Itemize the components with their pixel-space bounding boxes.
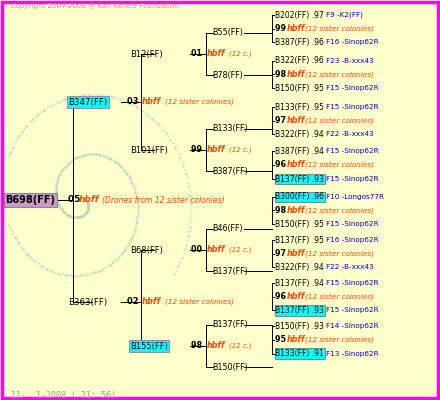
- Text: (12 c.): (12 c.): [229, 247, 252, 253]
- Text: B150(FF) .95: B150(FF) .95: [275, 84, 324, 92]
- Text: F15 -Sinop62R: F15 -Sinop62R: [326, 85, 379, 91]
- Text: 99: 99: [191, 146, 205, 154]
- Text: B137(FF) .94: B137(FF) .94: [275, 279, 324, 288]
- Text: hbff: hbff: [206, 146, 225, 154]
- Text: B698(FF): B698(FF): [5, 195, 55, 205]
- Text: F22 -B-xxx43: F22 -B-xxx43: [326, 131, 374, 137]
- Text: B137(FF) .93: B137(FF) .93: [275, 306, 324, 315]
- Text: B150(FF) .95: B150(FF) .95: [275, 220, 324, 228]
- Text: (12 c.): (12 c.): [229, 51, 252, 57]
- Text: hbff: hbff: [286, 160, 305, 169]
- Text: F10 -Longos77R: F10 -Longos77R: [326, 194, 384, 200]
- Text: B347(FF): B347(FF): [68, 98, 107, 106]
- Text: B78(FF): B78(FF): [213, 71, 243, 80]
- Text: B133(FF) .91: B133(FF) .91: [275, 349, 324, 358]
- Text: 98: 98: [275, 206, 290, 215]
- Text: 98: 98: [275, 70, 290, 79]
- Text: B46(FF): B46(FF): [213, 224, 243, 233]
- Text: (12 sister colonies): (12 sister colonies): [305, 26, 374, 32]
- Text: B322(FF) .94: B322(FF) .94: [275, 263, 324, 272]
- Text: (12 sister colonies): (12 sister colonies): [165, 99, 234, 105]
- Text: F15 -Sinop62R: F15 -Sinop62R: [326, 308, 379, 314]
- Text: B387(FF) .96: B387(FF) .96: [275, 38, 324, 47]
- Text: hbff: hbff: [286, 336, 305, 344]
- Text: (12 sister colonies): (12 sister colonies): [305, 337, 374, 343]
- Text: 97: 97: [275, 116, 289, 125]
- Text: hbff: hbff: [79, 196, 99, 204]
- Text: B68(FF): B68(FF): [130, 246, 163, 254]
- Text: hbff: hbff: [286, 24, 305, 33]
- Text: B363(FF): B363(FF): [68, 298, 107, 306]
- Text: (12 c.): (12 c.): [229, 343, 252, 349]
- Text: (12 sister colonies): (12 sister colonies): [305, 250, 374, 257]
- Text: hbff: hbff: [286, 249, 305, 258]
- Text: B150(FF) .93: B150(FF) .93: [275, 322, 324, 331]
- Text: (12 sister colonies): (12 sister colonies): [305, 294, 374, 300]
- Text: B137(FF): B137(FF): [213, 267, 248, 276]
- Text: hbff: hbff: [142, 298, 161, 306]
- Text: F22 -B-xxx43: F22 -B-xxx43: [326, 264, 374, 270]
- Text: B155(FF): B155(FF): [130, 342, 168, 350]
- Text: B137(FF) .93: B137(FF) .93: [275, 175, 324, 184]
- Text: B202(FF) .97: B202(FF) .97: [275, 11, 324, 20]
- Text: (12 c.): (12 c.): [229, 147, 252, 153]
- Text: (12 sister colonies): (12 sister colonies): [305, 207, 374, 214]
- Text: B300(FF) .96: B300(FF) .96: [275, 192, 324, 201]
- Text: F9 -K2(FF): F9 -K2(FF): [326, 12, 363, 18]
- Text: F13 -Sinop62R: F13 -Sinop62R: [326, 350, 379, 357]
- Text: (12 sister colonies): (12 sister colonies): [165, 299, 234, 305]
- Text: Copyright 2004-2008 @ Karl Kehele Foundation.: Copyright 2004-2008 @ Karl Kehele Founda…: [11, 2, 181, 9]
- Text: B387(FF) .94: B387(FF) .94: [275, 147, 324, 156]
- Text: B12(FF): B12(FF): [130, 50, 162, 58]
- Text: F15 -Sinop62R: F15 -Sinop62R: [326, 176, 379, 182]
- Text: B137(FF): B137(FF): [213, 320, 248, 329]
- Text: hbff: hbff: [286, 70, 305, 79]
- Text: 00: 00: [191, 246, 205, 254]
- Text: 98: 98: [191, 342, 205, 350]
- Text: hbff: hbff: [206, 342, 225, 350]
- Text: F15 -Sinop62R: F15 -Sinop62R: [326, 280, 379, 286]
- Text: (12 sister colonies): (12 sister colonies): [305, 118, 374, 124]
- Text: B101(FF): B101(FF): [130, 146, 168, 154]
- Text: F15 -Sinop62R: F15 -Sinop62R: [326, 104, 379, 110]
- Text: hbff: hbff: [286, 206, 305, 215]
- Text: B55(FF): B55(FF): [213, 28, 243, 37]
- Text: 01: 01: [191, 50, 205, 58]
- Text: F14 -Sinop62R: F14 -Sinop62R: [326, 323, 379, 329]
- Text: B133(FF) .95: B133(FF) .95: [275, 103, 324, 112]
- Text: B137(FF) .95: B137(FF) .95: [275, 236, 324, 244]
- Text: B322(FF) .96: B322(FF) .96: [275, 56, 324, 65]
- Text: 97: 97: [275, 249, 289, 258]
- Text: 95: 95: [275, 336, 289, 344]
- Text: F15 -Sinop62R: F15 -Sinop62R: [326, 221, 379, 227]
- Text: B150(FF): B150(FF): [213, 363, 248, 372]
- Text: (12 sister colonies): (12 sister colonies): [305, 162, 374, 168]
- Text: hbff: hbff: [286, 116, 305, 125]
- Text: F23 -B-xxx43: F23 -B-xxx43: [326, 58, 374, 64]
- Text: B322(FF) .94: B322(FF) .94: [275, 130, 324, 139]
- Text: 03: 03: [127, 98, 141, 106]
- Text: 05: 05: [68, 196, 84, 204]
- Text: 99: 99: [275, 24, 289, 33]
- Text: hbff: hbff: [206, 50, 225, 58]
- Text: (12 sister colonies): (12 sister colonies): [305, 71, 374, 78]
- Text: 96: 96: [275, 292, 289, 301]
- Text: 11-  1-2008 ( 21: 56): 11- 1-2008 ( 21: 56): [11, 391, 116, 400]
- Text: hbff: hbff: [286, 292, 305, 301]
- Text: (Drones from 12 sister colonies): (Drones from 12 sister colonies): [102, 196, 225, 204]
- Text: 02: 02: [127, 298, 141, 306]
- Text: B133(FF): B133(FF): [213, 124, 248, 133]
- Text: F16 -Sinop62R: F16 -Sinop62R: [326, 39, 379, 45]
- Text: F16 -Sinop62R: F16 -Sinop62R: [326, 237, 379, 243]
- Text: F15 -Sinop62R: F15 -Sinop62R: [326, 148, 379, 154]
- Text: hbff: hbff: [206, 246, 225, 254]
- Text: hbff: hbff: [142, 98, 161, 106]
- Text: 96: 96: [275, 160, 289, 169]
- Text: B387(FF): B387(FF): [213, 167, 248, 176]
